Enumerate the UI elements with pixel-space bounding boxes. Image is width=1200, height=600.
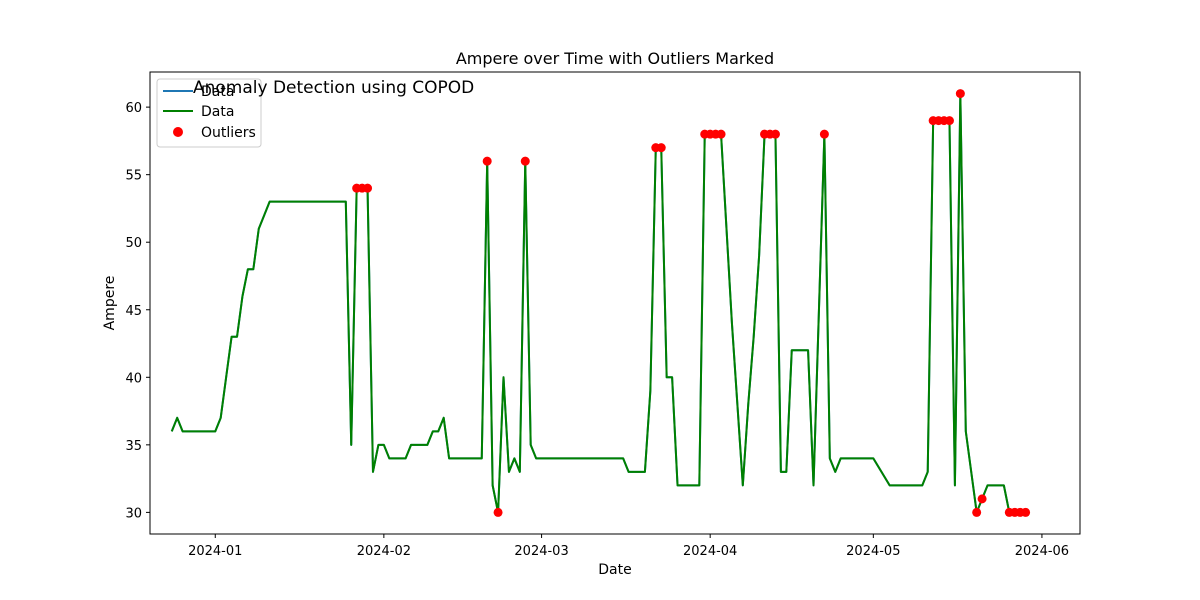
- y-tick-label: 30: [125, 506, 142, 521]
- series-layer: [170, 92, 1026, 514]
- x-tick-label: 2024-03: [514, 544, 568, 559]
- legend-label-data-1: Data: [201, 84, 234, 100]
- outlier-point: [770, 129, 780, 139]
- plot-area: [150, 72, 1080, 534]
- outlier-point: [819, 129, 829, 139]
- x-axis-label: Date: [598, 562, 631, 578]
- x-tick-label: 2024-05: [846, 544, 900, 559]
- outlier-point: [656, 143, 666, 153]
- legend-label-data-2: Data: [201, 104, 234, 120]
- outlier-point: [520, 156, 530, 166]
- outlier-point: [955, 89, 965, 99]
- y-axis: 30 35 40 45 50 55 60: [125, 101, 150, 521]
- outlier-point: [972, 507, 982, 517]
- x-tick-label: 2024-06: [1015, 544, 1069, 559]
- legend-box: [156, 78, 262, 148]
- outlier-point: [482, 156, 492, 166]
- y-tick-label: 50: [125, 236, 142, 251]
- outlier-point: [1021, 507, 1031, 517]
- outlier-point: [944, 116, 954, 126]
- y-axis-label: Ampere: [102, 276, 118, 331]
- outlier-point: [716, 129, 726, 139]
- legend-marker-outliers: [173, 127, 183, 137]
- y-tick-label: 55: [125, 169, 142, 184]
- x-tick-label: 2024-02: [357, 544, 411, 559]
- legend-label-outliers: Outliers: [201, 125, 256, 141]
- outlier-point: [363, 183, 373, 193]
- y-tick-label: 35: [125, 439, 142, 454]
- x-tick-label: 2024-04: [683, 544, 737, 559]
- y-tick-label: 60: [125, 101, 142, 116]
- series-line-data-2: [170, 92, 1026, 514]
- outlier-point: [493, 507, 503, 517]
- y-tick-label: 45: [125, 304, 142, 319]
- x-axis: 2024-01 2024-02 2024-03 2024-04 2024-05 2024-…: [188, 534, 1069, 559]
- chart-annotation: Anomaly Detection using COPOD: [193, 78, 474, 98]
- chart-title: Ampere over Time with Outliers Marked: [456, 49, 774, 68]
- plot-frame: [149, 71, 1081, 535]
- x-tick-label: 2024-01: [188, 544, 242, 559]
- legend: Data Data Outliers: [156, 78, 262, 148]
- outlier-point: [977, 494, 987, 504]
- outlier-markers: [352, 89, 1031, 517]
- y-tick-label: 40: [125, 371, 142, 386]
